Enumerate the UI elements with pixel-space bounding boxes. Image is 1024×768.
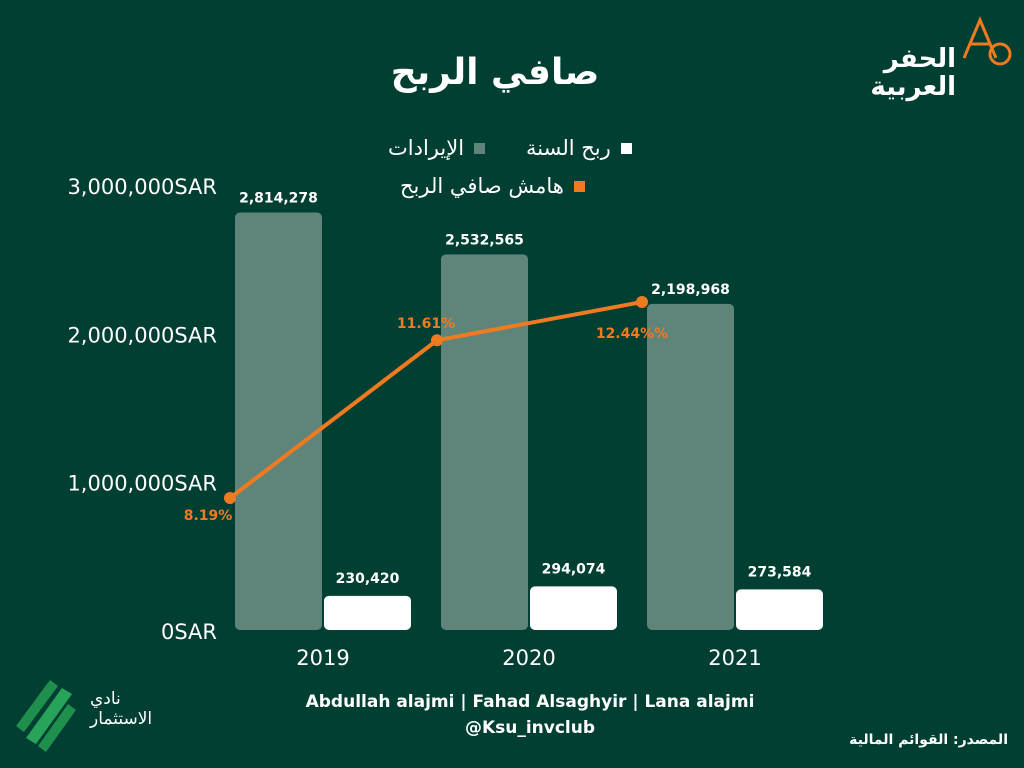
company-logo-line2: العربية	[870, 72, 956, 102]
data-label-revenue-2021: 2,198,968	[651, 282, 730, 298]
x-tick-label: 2020	[502, 646, 555, 670]
data-label-profit-2020: 294,074	[542, 561, 606, 577]
legend-revenue-swatch	[474, 142, 486, 154]
company-logo: الحفر العربية	[868, 14, 1018, 100]
bar-revenue-2019	[235, 212, 322, 630]
bar-profit-2021	[736, 589, 823, 630]
data-label-profit-2019: 230,420	[336, 571, 400, 587]
y-tick-label: 1,000,000SAR	[67, 472, 217, 496]
company-logo-mark-icon	[962, 16, 1012, 66]
bar-profit-2019	[324, 595, 411, 630]
point-margin-2021	[636, 296, 648, 308]
legend-margin-label: هامش صافي الربح	[400, 174, 564, 198]
company-logo-line1: الحفر	[883, 44, 956, 74]
credits: Abdullah alajmi | Fahad Alsaghyir | Lana…	[200, 690, 860, 741]
data-label-margin-2020: 11.61%	[397, 316, 455, 332]
chart-title: صافي الربح	[390, 52, 600, 93]
source-note: المصدر: القوائم المالية	[849, 732, 1008, 748]
legend-margin-swatch	[573, 180, 585, 192]
legend-profit: ربح السنة	[526, 136, 632, 160]
legend-profit-swatch	[620, 142, 632, 154]
y-tick-label: 3,000,000SAR	[67, 175, 217, 199]
y-tick-label: 0SAR	[161, 620, 217, 644]
data-label-margin-2019: 8.19%	[184, 508, 233, 524]
data-label-revenue-2019: 2,814,278	[239, 191, 318, 207]
data-label-margin-2021: 12.44%%	[596, 326, 668, 342]
club-logo-mark-icon	[16, 680, 76, 752]
bar-revenue-2021	[647, 303, 734, 630]
credits-handle: @Ksu_invclub	[464, 717, 596, 738]
y-tick-label: 2,000,000SAR	[67, 323, 217, 347]
bar-profit-2020	[530, 586, 617, 630]
x-tick-label: 2021	[708, 646, 761, 670]
club-logo-line2: الاستثمار	[90, 709, 153, 729]
bar-revenue-2020	[441, 254, 528, 631]
legend-revenue-label: الإيرادات	[388, 136, 465, 160]
point-margin-2019	[224, 492, 236, 504]
legend-profit-label: ربح السنة	[526, 136, 611, 160]
data-label-profit-2021: 273,584	[748, 564, 812, 580]
legend-revenue: الإيرادات	[388, 136, 486, 160]
credits-authors: Abdullah alajmi | Fahad Alsaghyir | Lana…	[305, 692, 755, 712]
club-logo-line1: نادي	[90, 689, 121, 709]
club-logo: نادي الاستثمار	[10, 676, 153, 756]
data-label-revenue-2020: 2,532,565	[445, 232, 524, 248]
legend-margin: هامش صافي الربح	[400, 174, 585, 198]
point-margin-2020	[431, 334, 443, 347]
x-tick-label: 2019	[296, 646, 349, 670]
